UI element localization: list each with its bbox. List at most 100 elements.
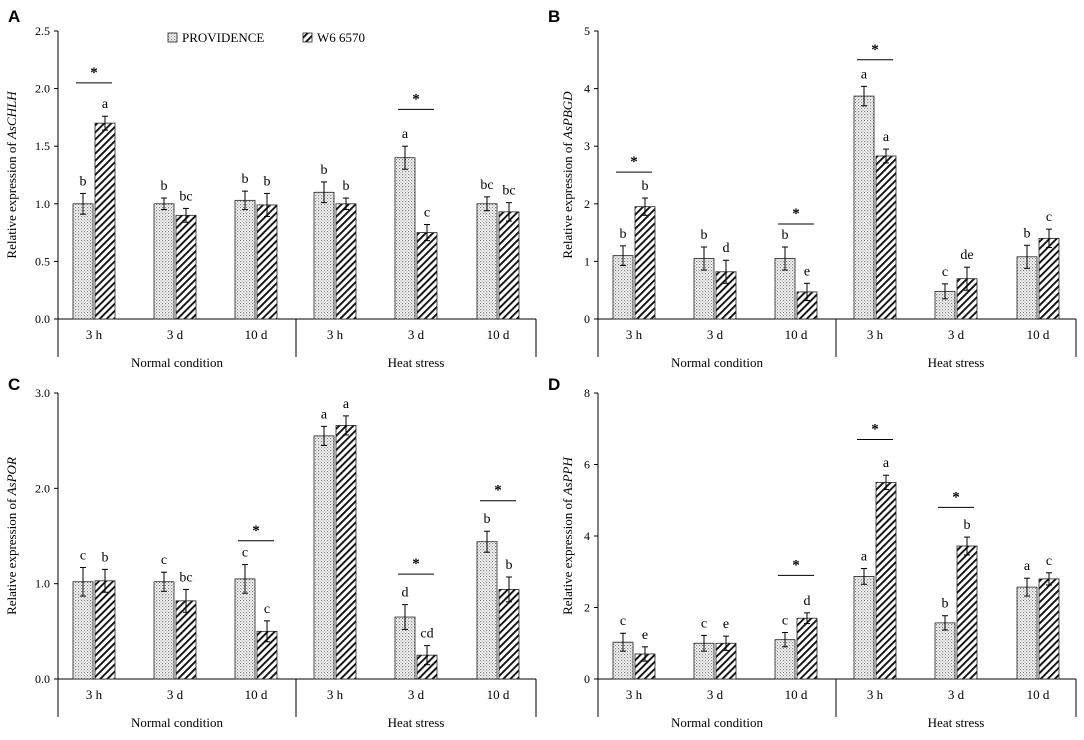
bar-w6-6570 <box>416 232 438 320</box>
y-axis-label-gene: AsPPH <box>560 457 575 497</box>
bar-w6-6570 <box>498 211 520 320</box>
significance-letter: b <box>242 172 249 187</box>
y-tick-label: 2 <box>584 197 590 211</box>
y-tick-label: 4 <box>584 82 590 96</box>
significance-star: * <box>252 523 260 539</box>
panel-letter-b: B <box>548 7 560 26</box>
significance-letter: bc <box>502 184 515 199</box>
significance-letter: c <box>782 614 788 629</box>
y-tick-label: 1.5 <box>35 139 50 153</box>
x-category-label: 3 d <box>707 327 724 342</box>
significance-letter: a <box>883 456 890 471</box>
significance-letter: b <box>484 512 491 527</box>
y-tick-label: 8 <box>584 386 590 400</box>
significance-letter: c <box>161 553 167 568</box>
x-category-label: 3 h <box>626 687 643 702</box>
significance-letter: bc <box>179 189 192 204</box>
bar-providence <box>234 199 256 320</box>
bar-w6-6570 <box>875 155 897 320</box>
bar-w6-6570 <box>94 122 116 320</box>
significance-star: * <box>792 557 800 573</box>
panel-letter-d: D <box>548 375 560 394</box>
y-axis-label-gene: AsPBGD <box>560 91 575 140</box>
significance-letter: c <box>424 206 430 221</box>
bar-w6-6570 <box>94 580 116 680</box>
x-category-label: 3 h <box>327 327 344 342</box>
significance-letter: a <box>402 127 409 142</box>
x-category-label: 10 d <box>1027 327 1050 342</box>
y-tick-label: 0.0 <box>35 672 50 686</box>
x-group-label: Normal condition <box>671 715 764 730</box>
significance-star: * <box>792 206 800 222</box>
significance-letter: b <box>964 518 971 533</box>
bar-w6-6570 <box>956 545 978 680</box>
panel-letter-a: A <box>8 7 20 26</box>
bar-providence <box>853 95 875 320</box>
significance-letter: c <box>264 602 270 617</box>
x-group-label: Normal condition <box>131 355 224 370</box>
y-tick-label: 2.0 <box>35 481 50 495</box>
significance-star: * <box>412 556 420 572</box>
significance-letter: bc <box>179 570 192 585</box>
significance-star: * <box>871 421 879 437</box>
y-axis-label-prefix: Relative expression of <box>4 139 19 259</box>
bar-w6-6570 <box>1038 578 1060 680</box>
bar-w6-6570 <box>335 425 357 680</box>
significance-letter: e <box>642 628 648 643</box>
y-axis-label-gene: AsPOR <box>4 457 19 496</box>
x-category-label: 3 d <box>167 327 184 342</box>
y-axis-label-prefix: Relative expression of <box>4 495 19 615</box>
panel-a: A 0.0 0.5 1.0 1.5 2.0 2.5 3 h 3 d 10 d 3 h 3 d 10 d N… <box>4 7 537 370</box>
significance-letter: b <box>321 163 328 178</box>
panel-b: B 0 1 2 3 4 5 3 h 3 d 10 d 3 h 3 d 10 d Normal condit… <box>548 7 1077 370</box>
significance-letter: d <box>723 241 730 256</box>
x-category-label: 10 d <box>245 327 268 342</box>
y-tick-label: 0.0 <box>35 312 50 326</box>
y-axis-label: Relative expression of AsPPH <box>560 457 575 615</box>
bar-providence <box>853 575 875 680</box>
significance-letter: a <box>861 67 868 82</box>
significance-letter: a <box>321 407 328 422</box>
legend-label-providence: PROVIDENCE <box>182 30 264 45</box>
x-category-label: 3 h <box>867 687 884 702</box>
legend: PROVIDENCE W6 6570 <box>167 30 365 45</box>
legend-swatch-w6-6570 <box>302 32 313 43</box>
significance-letter: bc <box>480 178 493 193</box>
x-category-label: 10 d <box>785 327 808 342</box>
bar-providence <box>476 203 498 320</box>
y-tick-label: 0 <box>584 312 590 326</box>
y-tick-label: 0 <box>584 672 590 686</box>
x-group-label: Normal condition <box>671 355 764 370</box>
x-category-label: 10 d <box>1027 687 1050 702</box>
bar-providence <box>476 541 498 680</box>
significance-letter: c <box>620 614 626 629</box>
bar-providence <box>313 191 335 320</box>
significance-letter: c <box>701 616 707 631</box>
significance-letter: b <box>642 179 649 194</box>
y-tick-label: 3 <box>584 139 590 153</box>
significance-star: * <box>952 489 960 505</box>
bar-w6-6570 <box>256 204 278 320</box>
y-tick-label: 1 <box>584 254 590 268</box>
significance-star: * <box>494 483 502 499</box>
bar-w6-6570 <box>175 214 197 320</box>
x-group-label: Heat stress <box>388 355 445 370</box>
y-tick-label: 5 <box>584 24 590 38</box>
x-category-label: 3 h <box>626 327 643 342</box>
bar-providence <box>72 203 94 320</box>
y-tick-label: 3.0 <box>35 386 50 400</box>
bar-w6-6570 <box>796 617 818 680</box>
x-group-label: Heat stress <box>928 715 985 730</box>
bar-w6-6570 <box>875 481 897 680</box>
significance-letter: b <box>942 597 949 612</box>
significance-letter: b <box>80 174 87 189</box>
y-tick-label: 1.0 <box>35 577 50 591</box>
bar-providence <box>1016 586 1038 680</box>
y-tick-label: 1.0 <box>35 197 50 211</box>
x-category-label: 3 d <box>408 327 425 342</box>
significance-letter: a <box>861 550 868 565</box>
y-tick-label: 4 <box>584 529 590 543</box>
x-category-label: 10 d <box>487 327 510 342</box>
significance-letter: c <box>942 265 948 280</box>
